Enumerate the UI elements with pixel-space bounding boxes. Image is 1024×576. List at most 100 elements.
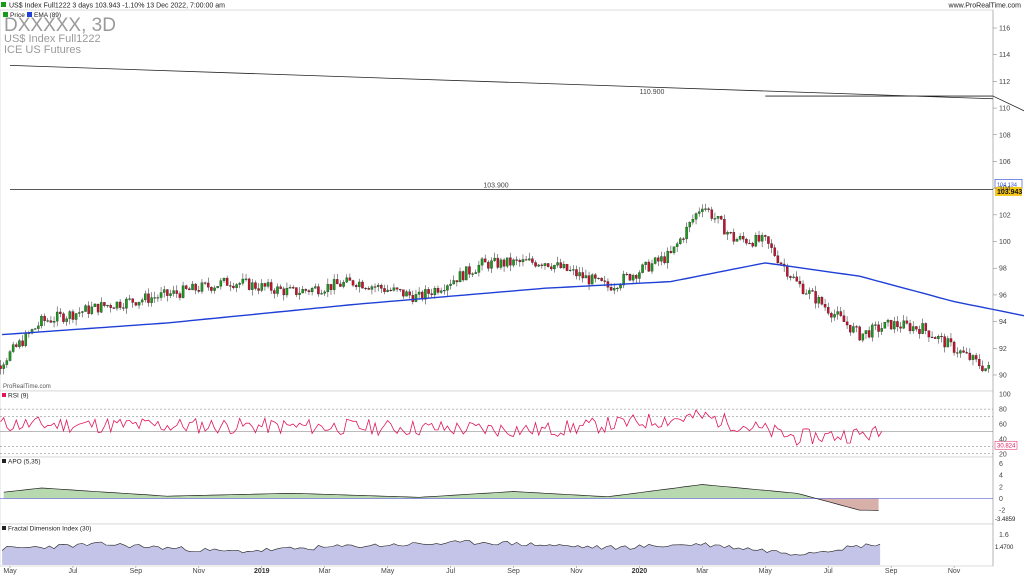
candle-body [657,257,660,262]
candle-body [808,290,811,294]
symbol-title: DXXXXX, 3D [4,15,116,36]
candle-body [515,259,518,261]
rsi-panel[interactable]: 30.824 [0,408,1018,455]
candle-body [317,286,320,295]
candle-body [364,287,367,290]
candle-body [855,326,858,328]
candle-body [191,283,194,291]
site-label[interactable]: www.ProRealTime.com [948,3,1022,10]
apo-y-tick-label: 6 [999,461,1003,468]
candle-body [166,289,169,296]
candle-body [461,271,465,281]
candle-body [981,365,984,371]
trendline[interactable] [992,95,1024,302]
candle-body [298,292,301,295]
candle-body [710,209,714,219]
candle-body [776,255,780,264]
candle-body [184,285,188,289]
candle-body [965,352,968,354]
candle-body [326,284,330,293]
apo-y-tick-label: -2 [999,508,1005,515]
price-square-icon [1,2,6,7]
candle-body [2,364,5,369]
candle-body [367,288,371,290]
candle-body [443,290,446,292]
candle-body [62,313,65,322]
candle-body [150,297,153,303]
candle-body [921,323,924,334]
price-y-tick-label: 114 [999,52,1010,59]
candle-body [291,287,295,289]
x-tick-label: Nov [948,568,961,575]
candle-body [225,277,229,286]
price-y-tick-label: 106 [999,159,1011,166]
candle-body [962,350,965,353]
fdi-area [2,540,881,565]
candle-body [493,257,496,261]
price-y-tick-label: 110 [999,106,1010,113]
candle-body [125,298,128,309]
candle-body [915,326,918,330]
candle-body [477,264,481,273]
price-y-tick-label: 112 [999,79,1010,86]
candle-body [528,258,531,261]
candle-body [68,311,72,319]
candle-body [87,305,90,314]
rsi-value-badge [994,440,1018,450]
legend-ema: EMA (89) [34,12,61,19]
apo-y-tick-label: 4 [999,473,1003,480]
last-price-badge [995,186,1022,196]
horizontal-level-label: 103.900 [483,182,508,189]
candle-body [373,286,377,288]
candle-body [631,275,635,281]
candle-body [279,286,282,289]
candle-body [33,328,37,330]
candle-body [748,242,751,245]
candle-body [386,289,389,292]
candle-body [24,332,27,347]
candle-body [767,236,770,244]
candle-body [795,276,799,282]
candle-body [452,280,455,285]
candle-body [282,288,286,296]
candle-body [81,311,84,313]
candle-body [716,216,720,219]
apo-panel[interactable]: -3.4859 [0,484,1016,523]
x-tick-label: Sep [130,568,143,575]
candle-body [546,263,550,267]
candle-body [575,269,578,277]
candle-body [5,360,9,365]
candle-body [628,273,632,281]
trendline[interactable] [9,64,994,100]
candle-body [398,289,402,291]
candle-body [210,287,213,291]
candle-body [162,289,166,293]
candle-body [96,303,100,313]
candle-body [200,282,204,292]
apo-line [3,484,879,511]
candle-body [559,262,562,269]
candle-body [889,319,893,330]
fdi-panel[interactable]: 1.4700 [1,540,1014,566]
rsi-y-tick-label: 80 [999,407,1007,414]
candle-body [109,305,112,308]
panel-titles: RSI (9) APO (5,35) Fractal Dimension Ind… [2,393,91,533]
candle-body [153,297,157,299]
candle-body [59,311,62,314]
candle-body [688,222,692,228]
candle-body [175,290,179,294]
candle-body [194,283,197,291]
candle-body [660,256,663,262]
candle-body [15,344,18,347]
fdi-line [1,540,881,556]
candle-body [742,236,745,240]
candle-body [144,293,147,301]
candle-body [893,321,896,330]
candle-body [987,365,990,369]
candle-body [411,295,415,302]
rsi-value: 30.824 [997,444,1016,450]
instrument-name: US$ Index Full1222 [4,33,101,45]
candle-body [295,287,298,295]
